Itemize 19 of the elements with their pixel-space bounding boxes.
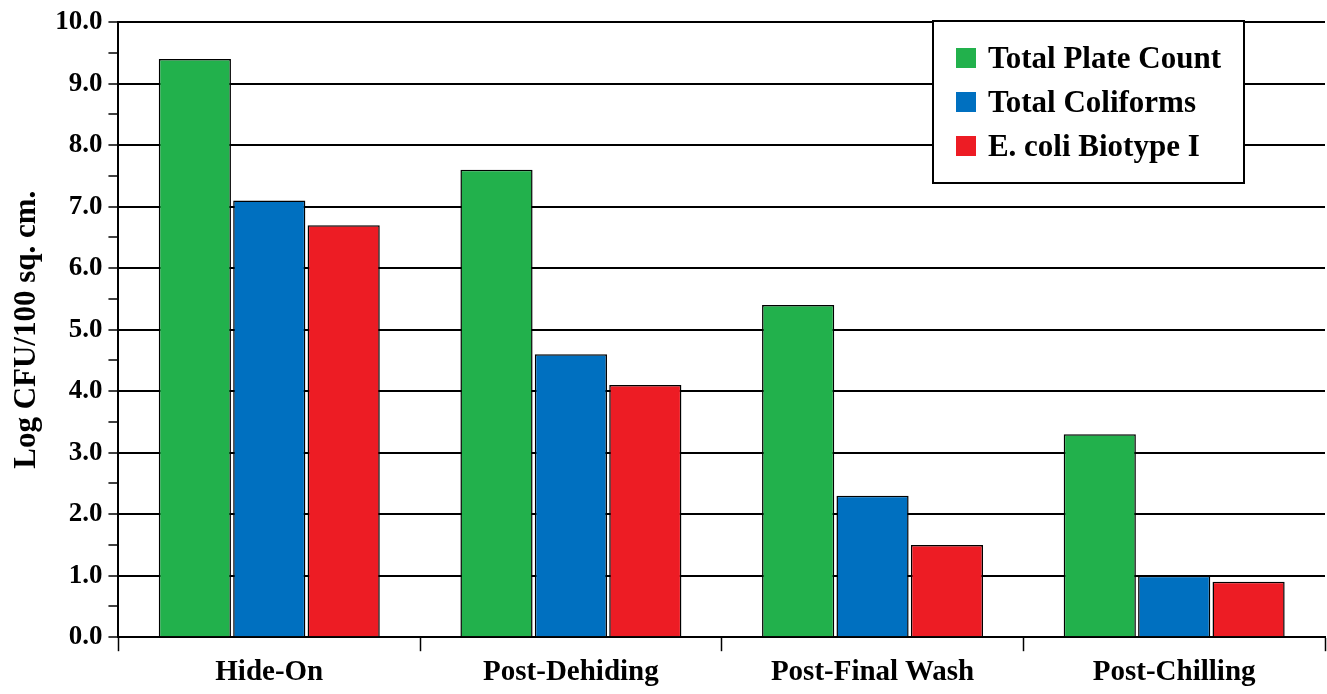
- x-tick-label: Post-Dehiding: [483, 654, 660, 687]
- x-tick-label: Hide-On: [215, 654, 324, 687]
- y-axis-title: Log CFU/100 sq. cm.: [6, 190, 42, 469]
- legend-label: E. coli Biotype I: [987, 128, 1200, 164]
- x-tick-label: Post-Chilling: [1092, 654, 1257, 687]
- y-tick-label: 9.0: [68, 66, 103, 97]
- y-tick-label: 3.0: [68, 435, 103, 466]
- y-tick-label: 8.0: [68, 128, 103, 159]
- y-tick-label: 6.0: [68, 251, 103, 282]
- y-tick-label: 5.0: [68, 312, 103, 343]
- y-tick-label: 0.0: [68, 620, 103, 651]
- legend-label: Total Plate Count: [987, 40, 1221, 76]
- x-tick-label: Post-Final Wash: [770, 654, 975, 687]
- legend-label: Total Coliforms: [987, 84, 1197, 120]
- y-tick-label: 10.0: [55, 5, 103, 36]
- y-tick-label: 7.0: [68, 189, 103, 220]
- y-tick-label: 1.0: [68, 558, 103, 589]
- y-tick-label: 2.0: [68, 497, 103, 528]
- y-tick-label: 4.0: [68, 374, 103, 405]
